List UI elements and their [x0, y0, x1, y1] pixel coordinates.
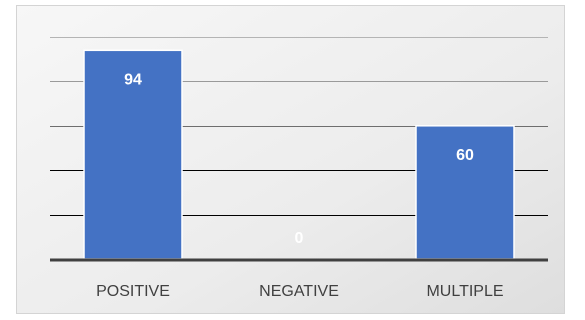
data-label-positive: 94	[124, 71, 142, 88]
chart-frame: 94 POSITIVE 0 NEGATIVE 60 MULTIPLE	[16, 5, 565, 314]
labels: 94 POSITIVE 0 NEGATIVE 60 MULTIPLE	[96, 71, 503, 300]
category-label-multiple: MULTIPLE	[426, 283, 503, 300]
data-label-multiple: 60	[456, 147, 474, 164]
category-label-negative: NEGATIVE	[259, 283, 339, 300]
data-label-negative: 0	[295, 230, 304, 247]
bar-positive	[83, 49, 183, 260]
category-label-positive: POSITIVE	[96, 283, 170, 300]
bar-multiple	[415, 125, 515, 260]
bar-chart: 94 POSITIVE 0 NEGATIVE 60 MULTIPLE	[17, 6, 564, 313]
bars	[83, 49, 515, 260]
